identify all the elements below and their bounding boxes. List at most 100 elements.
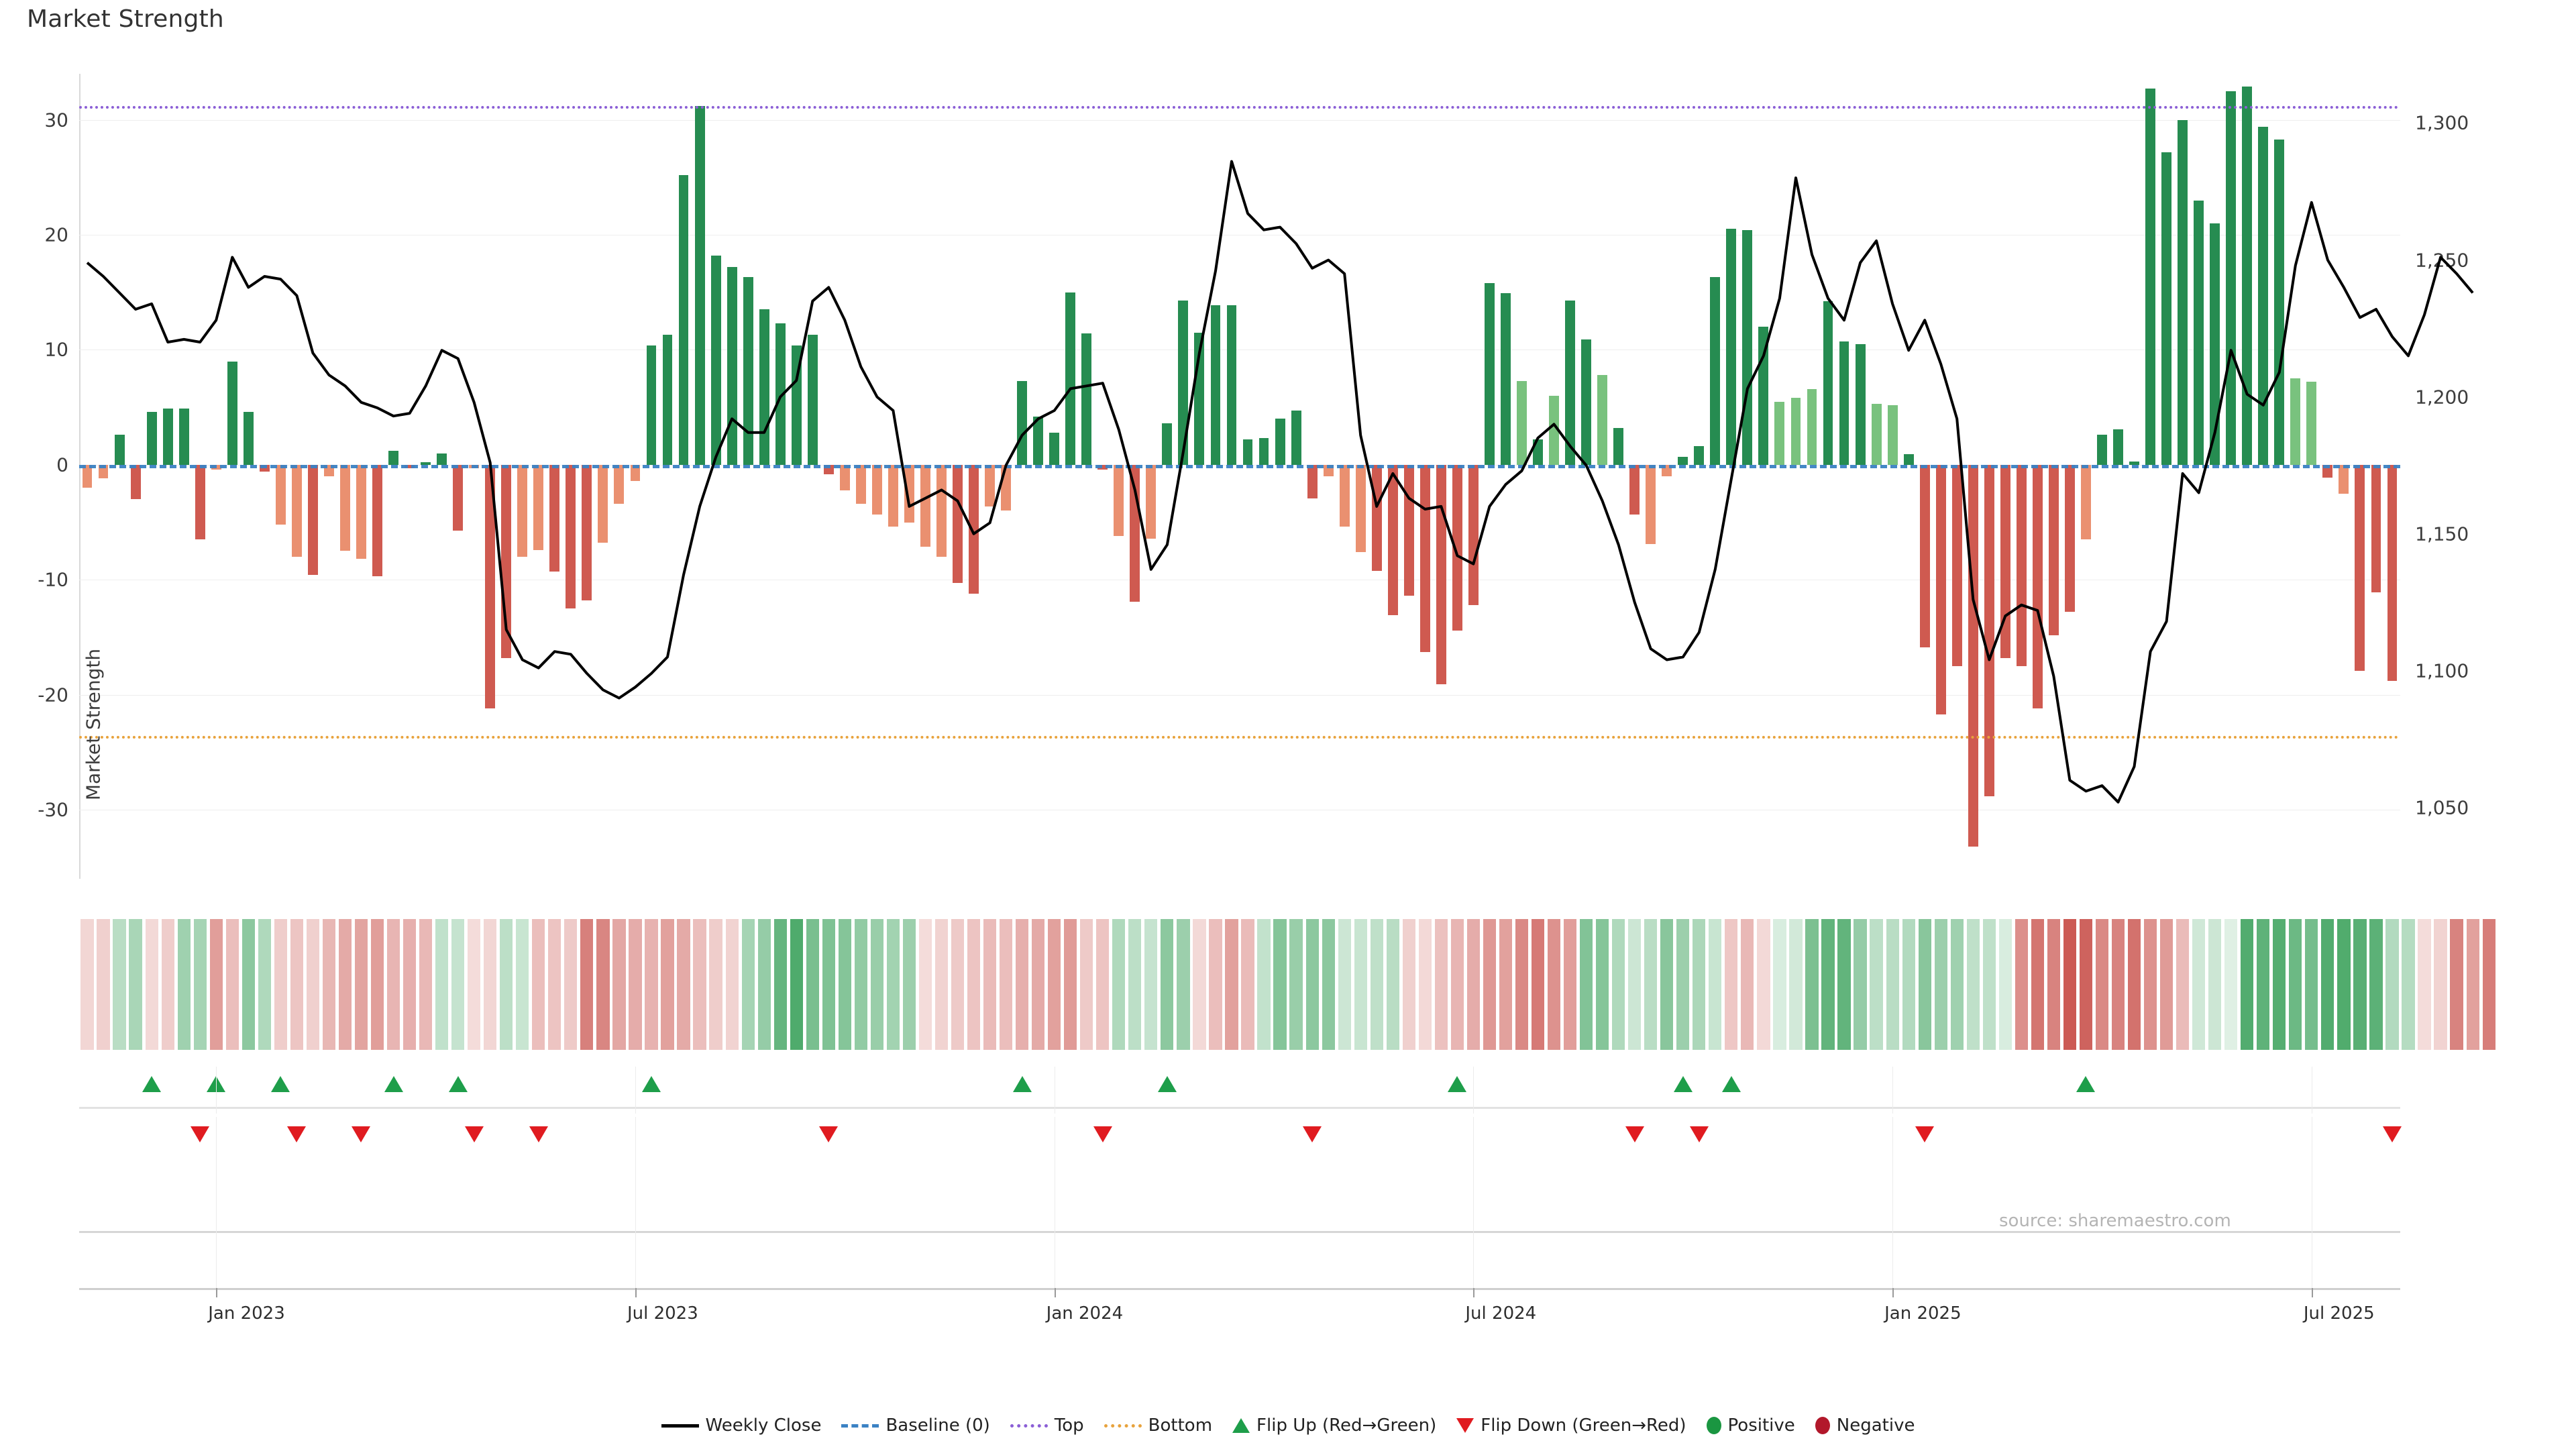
heat-cell: [1628, 919, 1642, 1050]
heat-cell: [225, 919, 239, 1050]
strength-bar: [291, 464, 302, 557]
x-axis: Jan 2023 Jul 2023 Jan 2024 Jul 2024 Jan 2025…: [79, 1164, 2400, 1324]
strength-bar: [1887, 405, 1898, 465]
strength-bar: [307, 464, 318, 576]
strength-bar: [1387, 464, 1398, 616]
heat-cell: [1241, 919, 1254, 1050]
legend-item-flip-down[interactable]: Flip Down (Green→Red): [1456, 1415, 1686, 1436]
strength-bar: [178, 408, 189, 465]
heat-cell: [354, 919, 368, 1050]
strength-bar: [582, 464, 592, 601]
heat-cell: [564, 919, 578, 1050]
strength-bar: [1517, 380, 1527, 465]
heat-cell: [2111, 919, 2125, 1050]
strength-bar: [1565, 300, 1575, 465]
legend-item-positive[interactable]: Positive: [1706, 1415, 1795, 1436]
strength-bar: [1613, 428, 1624, 465]
heat-cell: [1257, 919, 1271, 1050]
x-axis-gridline: [635, 1164, 636, 1288]
flip-up-marker-row: [79, 1067, 2400, 1114]
heat-cell: [1870, 919, 1883, 1050]
left-axis-spine: [79, 74, 80, 879]
heat-cell: [1709, 919, 1722, 1050]
heat-cell: [725, 919, 739, 1050]
strength-bar: [839, 464, 850, 490]
x-axis-gridline: [1892, 1164, 1894, 1288]
strength-bar: [888, 464, 898, 527]
heat-cell: [1918, 919, 1931, 1050]
x-axis-gridline: [1473, 1117, 1474, 1164]
heat-cell: [2143, 919, 2157, 1050]
legend-item-bottom[interactable]: Bottom: [1104, 1415, 1212, 1436]
heat-cell: [2369, 919, 2383, 1050]
triangle-down-icon: [1456, 1418, 1474, 1433]
legend-item-baseline[interactable]: Baseline (0): [841, 1415, 990, 1436]
strength-bar: [2048, 464, 2059, 635]
page-title: Market Strength: [27, 5, 224, 33]
heat-cell: [1032, 919, 1045, 1050]
heat-cell: [1612, 919, 1625, 1050]
strength-bar: [372, 464, 382, 577]
heat-cell: [790, 919, 803, 1050]
strength-bar: [1017, 380, 1028, 465]
strength-bar: [1646, 464, 1656, 545]
heat-cell: [2159, 919, 2174, 1050]
strength-bar: [1452, 464, 1462, 631]
strength-bar: [1839, 341, 1849, 465]
strength-bar: [630, 464, 641, 481]
strength-bar: [1694, 446, 1705, 465]
flip-down-marker: [2382, 1126, 2402, 1142]
heat-cell: [1225, 919, 1238, 1050]
strength-bar: [2016, 464, 2027, 666]
strength-bar: [421, 462, 431, 465]
strength-bar: [2355, 464, 2365, 671]
strength-bar: [985, 464, 995, 506]
dotted-line-purple-icon: [1010, 1424, 1048, 1428]
right-axis-tick-label: 1,050: [2415, 796, 2469, 819]
legend-item-weekly-close[interactable]: Weekly Close: [661, 1415, 821, 1436]
strength-bar: [2145, 89, 2155, 465]
strength-bar: [1339, 464, 1350, 527]
heat-cell: [2418, 919, 2431, 1050]
strength-bar: [2032, 464, 2043, 709]
strength-bar: [710, 255, 721, 465]
heat-cell: [1821, 919, 1835, 1050]
strength-bar: [2129, 461, 2139, 465]
heat-cell: [580, 919, 594, 1050]
heat-cell: [870, 919, 883, 1050]
heat-cell: [902, 919, 916, 1050]
strength-bar: [1403, 464, 1414, 596]
strength-bar: [1597, 375, 1608, 465]
heat-cell: [806, 919, 819, 1050]
strength-bar: [2178, 119, 2188, 465]
heat-cell: [854, 919, 867, 1050]
heat-cell: [1322, 919, 1335, 1050]
legend-item-flip-up[interactable]: Flip Up (Red→Green): [1232, 1415, 1436, 1436]
strength-bar: [662, 335, 673, 465]
heat-cell: [2482, 919, 2496, 1050]
heat-cell: [1741, 919, 1754, 1050]
strength-bar: [1033, 416, 1044, 465]
heat-cell: [1273, 919, 1287, 1050]
strength-bar: [2081, 464, 2091, 540]
legend-item-negative[interactable]: Negative: [1815, 1415, 1915, 1436]
heat-cell: [822, 919, 835, 1050]
heat-cell: [468, 919, 481, 1050]
heat-cell: [1209, 919, 1222, 1050]
heat-cell: [2289, 919, 2302, 1050]
dashed-line-icon: [841, 1424, 879, 1428]
heat-cell: [1305, 919, 1319, 1050]
strength-bar: [98, 464, 109, 479]
flip-down-marker: [1093, 1126, 1112, 1142]
heat-cell: [1177, 919, 1190, 1050]
x-axis-gridline: [216, 1164, 217, 1288]
heat-cell: [484, 919, 497, 1050]
bottom-reference-line: [79, 736, 2400, 739]
strength-bar: [614, 464, 625, 504]
strength-bar: [195, 464, 205, 540]
strength-bar: [920, 464, 930, 547]
heat-cell: [2434, 919, 2447, 1050]
heat-cell: [370, 919, 384, 1050]
legend-item-top[interactable]: Top: [1010, 1415, 1084, 1436]
